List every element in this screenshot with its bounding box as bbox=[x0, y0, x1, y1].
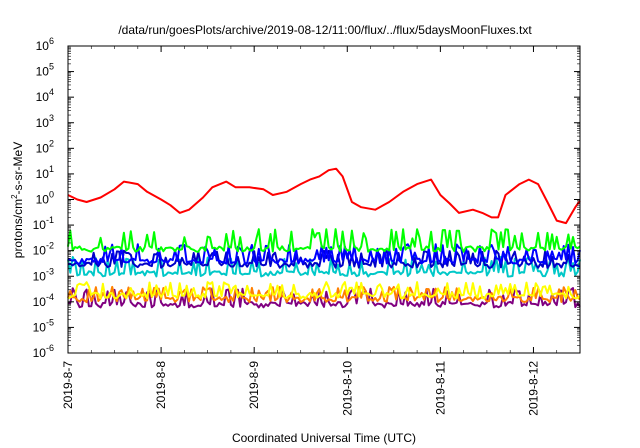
y-tick-exp: -3 bbox=[46, 266, 54, 276]
y-tick-label: 105 bbox=[36, 62, 54, 79]
series-line bbox=[67, 228, 581, 253]
x-tick-label: 2019-8-9 bbox=[247, 361, 261, 409]
y-axis-label-suffix: -s-sr-MeV bbox=[11, 142, 25, 195]
x-axis-label: Coordinated Universal Time (UTC) bbox=[232, 431, 416, 445]
series-line bbox=[67, 285, 581, 304]
y-tick-label: 104 bbox=[36, 87, 54, 104]
y-axis-label-sup: 2 bbox=[10, 194, 19, 199]
x-tick-label: 2019-8-7 bbox=[61, 361, 75, 409]
y-axis-label: protons/cm2-s-sr-MeV bbox=[10, 142, 25, 258]
y-tick-exp: 3 bbox=[49, 113, 54, 123]
series-line bbox=[67, 287, 581, 309]
y-tick-label: 10-1 bbox=[33, 215, 54, 232]
x-tick-label: 2019-8-8 bbox=[154, 361, 168, 409]
y-tick-exp: -2 bbox=[46, 241, 54, 251]
x-tick-label: 2019-8-10 bbox=[340, 361, 354, 416]
y-tick-exp: 0 bbox=[49, 190, 54, 200]
y-tick-exp: 4 bbox=[49, 87, 54, 97]
y-tick-base: 10 bbox=[36, 193, 50, 207]
y-tick-base: 10 bbox=[36, 90, 50, 104]
y-tick-base: 10 bbox=[33, 295, 47, 309]
y-tick-exp: 6 bbox=[49, 36, 54, 46]
y-tick-label: 10-3 bbox=[33, 266, 54, 283]
x-axis: 2019-8-7 2019-8-8 2019-8-9 2019-8-10 2019-8-… bbox=[61, 46, 558, 416]
y-tick-exp: -1 bbox=[46, 215, 54, 225]
y-tick-base: 10 bbox=[33, 320, 47, 334]
y-tick-base: 10 bbox=[33, 244, 47, 258]
y-tick-exp: -6 bbox=[46, 343, 54, 353]
y-tick-base: 10 bbox=[36, 116, 50, 130]
series-line bbox=[67, 243, 581, 265]
y-axis: 10-610-510-410-310-210-11001011021031041… bbox=[33, 36, 580, 360]
y-tick-exp: 1 bbox=[49, 164, 54, 174]
y-tick-label: 10-2 bbox=[33, 241, 54, 258]
y-tick-label: 106 bbox=[36, 36, 54, 53]
y-tick-label: 100 bbox=[36, 190, 54, 207]
y-tick-base: 10 bbox=[33, 346, 47, 360]
y-tick-exp: 2 bbox=[49, 138, 54, 148]
chart-title: /data/run/goesPlots/archive/2019-08-12/1… bbox=[118, 23, 532, 37]
series-line bbox=[67, 255, 581, 278]
y-tick-base: 10 bbox=[36, 167, 50, 181]
y-tick-label: 10-6 bbox=[33, 343, 54, 360]
series-line bbox=[67, 167, 581, 225]
y-tick-exp: 5 bbox=[49, 62, 54, 72]
y-tick-label: 101 bbox=[36, 164, 54, 181]
y-tick-label: 103 bbox=[36, 113, 54, 130]
y-tick-label: 102 bbox=[36, 138, 54, 155]
series-line bbox=[67, 249, 581, 269]
x-tick-label: 2019-8-12 bbox=[526, 361, 540, 416]
x-tick-label: 2019-8-11 bbox=[433, 361, 447, 415]
y-tick-base: 10 bbox=[36, 39, 50, 53]
y-tick-label: 10-4 bbox=[33, 292, 54, 309]
y-tick-label: 10-5 bbox=[33, 317, 54, 334]
y-tick-base: 10 bbox=[33, 218, 47, 232]
y-tick-exp: -5 bbox=[46, 317, 54, 327]
y-tick-exp: -4 bbox=[46, 292, 54, 302]
y-axis-label-prefix: protons/cm bbox=[11, 199, 25, 258]
y-tick-base: 10 bbox=[33, 269, 47, 283]
y-tick-base: 10 bbox=[36, 141, 50, 155]
plot-lines bbox=[67, 167, 581, 309]
y-tick-base: 10 bbox=[36, 65, 50, 79]
series-line bbox=[67, 281, 581, 300]
